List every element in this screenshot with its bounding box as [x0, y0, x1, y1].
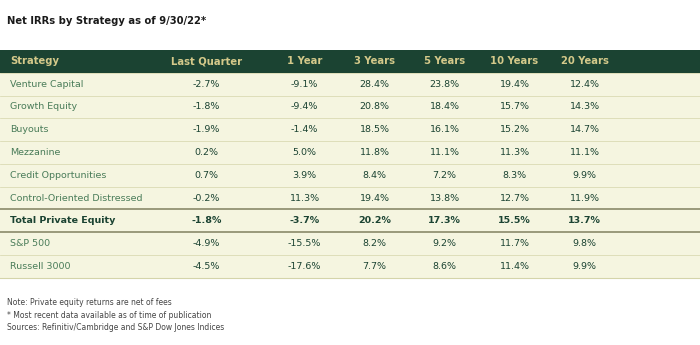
Text: -1.4%: -1.4%: [290, 125, 318, 134]
Text: 13.7%: 13.7%: [568, 216, 601, 225]
Text: 9.9%: 9.9%: [573, 171, 596, 180]
Text: 7.7%: 7.7%: [363, 262, 386, 271]
Text: 14.7%: 14.7%: [570, 125, 599, 134]
Text: 11.3%: 11.3%: [499, 148, 530, 157]
Text: 20.8%: 20.8%: [360, 102, 389, 111]
Text: 11.1%: 11.1%: [430, 148, 459, 157]
Text: 3 Years: 3 Years: [354, 57, 395, 66]
Text: 11.9%: 11.9%: [570, 194, 599, 203]
Text: 20.2%: 20.2%: [358, 216, 391, 225]
Text: -9.1%: -9.1%: [290, 80, 318, 89]
Text: -9.4%: -9.4%: [290, 102, 318, 111]
Text: -1.8%: -1.8%: [193, 102, 220, 111]
Bar: [0, 96, 700, 118]
Text: -15.5%: -15.5%: [288, 239, 321, 248]
Text: 28.4%: 28.4%: [360, 80, 389, 89]
Text: -4.5%: -4.5%: [193, 262, 220, 271]
Text: 5.0%: 5.0%: [293, 148, 316, 157]
Text: Net IRRs by Strategy as of 9/30/22*: Net IRRs by Strategy as of 9/30/22*: [7, 16, 206, 26]
Text: -1.8%: -1.8%: [191, 216, 222, 225]
Text: Growth Equity: Growth Equity: [10, 102, 78, 111]
Text: 15.5%: 15.5%: [498, 216, 531, 225]
Text: 10 Years: 10 Years: [491, 57, 538, 66]
Text: 0.2%: 0.2%: [195, 148, 218, 157]
Text: 9.9%: 9.9%: [573, 262, 596, 271]
Text: 11.4%: 11.4%: [500, 262, 529, 271]
Text: Strategy: Strategy: [10, 57, 60, 66]
Text: Control-Oriented Distressed: Control-Oriented Distressed: [10, 194, 143, 203]
Text: 11.7%: 11.7%: [500, 239, 529, 248]
Text: 16.1%: 16.1%: [430, 125, 459, 134]
Text: 17.3%: 17.3%: [428, 216, 461, 225]
Text: 19.4%: 19.4%: [500, 80, 529, 89]
Bar: [0, 255, 700, 278]
Bar: [0, 118, 700, 141]
Text: Credit Opportunities: Credit Opportunities: [10, 171, 107, 180]
Text: 12.7%: 12.7%: [500, 194, 529, 203]
Text: 11.3%: 11.3%: [289, 194, 320, 203]
Text: 8.4%: 8.4%: [363, 171, 386, 180]
Text: 18.4%: 18.4%: [430, 102, 459, 111]
Bar: [0, 50, 700, 73]
Text: 9.8%: 9.8%: [573, 239, 596, 248]
Text: 1 Year: 1 Year: [287, 57, 322, 66]
Text: -17.6%: -17.6%: [288, 262, 321, 271]
Text: 3.9%: 3.9%: [293, 171, 316, 180]
Text: 12.4%: 12.4%: [570, 80, 599, 89]
Text: -2.7%: -2.7%: [193, 80, 220, 89]
Text: 8.6%: 8.6%: [433, 262, 456, 271]
Text: 7.2%: 7.2%: [433, 171, 456, 180]
Text: 15.2%: 15.2%: [500, 125, 529, 134]
Text: Note: Private equity returns are net of fees
* Most recent data available as of : Note: Private equity returns are net of …: [7, 298, 224, 333]
Text: Venture Capital: Venture Capital: [10, 80, 84, 89]
Text: 19.4%: 19.4%: [360, 194, 389, 203]
Text: Russell 3000: Russell 3000: [10, 262, 71, 271]
Text: 8.3%: 8.3%: [503, 171, 526, 180]
Text: 5 Years: 5 Years: [424, 57, 465, 66]
Bar: [0, 73, 700, 96]
Text: 20 Years: 20 Years: [561, 57, 608, 66]
Text: 23.8%: 23.8%: [429, 80, 460, 89]
Text: -1.9%: -1.9%: [193, 125, 220, 134]
Text: 13.8%: 13.8%: [429, 194, 460, 203]
Text: Mezzanine: Mezzanine: [10, 148, 61, 157]
Text: 11.8%: 11.8%: [360, 148, 389, 157]
Text: 18.5%: 18.5%: [360, 125, 389, 134]
Bar: [0, 164, 700, 187]
Bar: [0, 209, 700, 232]
Text: 14.3%: 14.3%: [569, 102, 600, 111]
Text: S&P 500: S&P 500: [10, 239, 50, 248]
Text: Last Quarter: Last Quarter: [171, 57, 242, 66]
Text: Buyouts: Buyouts: [10, 125, 49, 134]
Bar: [0, 141, 700, 164]
Text: 9.2%: 9.2%: [433, 239, 456, 248]
Text: -3.7%: -3.7%: [289, 216, 320, 225]
Text: 0.7%: 0.7%: [195, 171, 218, 180]
Text: -0.2%: -0.2%: [193, 194, 220, 203]
Text: 15.7%: 15.7%: [500, 102, 529, 111]
Bar: [0, 187, 700, 209]
Text: 11.1%: 11.1%: [570, 148, 599, 157]
Text: Total Private Equity: Total Private Equity: [10, 216, 116, 225]
Bar: [0, 232, 700, 255]
Text: 8.2%: 8.2%: [363, 239, 386, 248]
Text: -4.9%: -4.9%: [193, 239, 220, 248]
